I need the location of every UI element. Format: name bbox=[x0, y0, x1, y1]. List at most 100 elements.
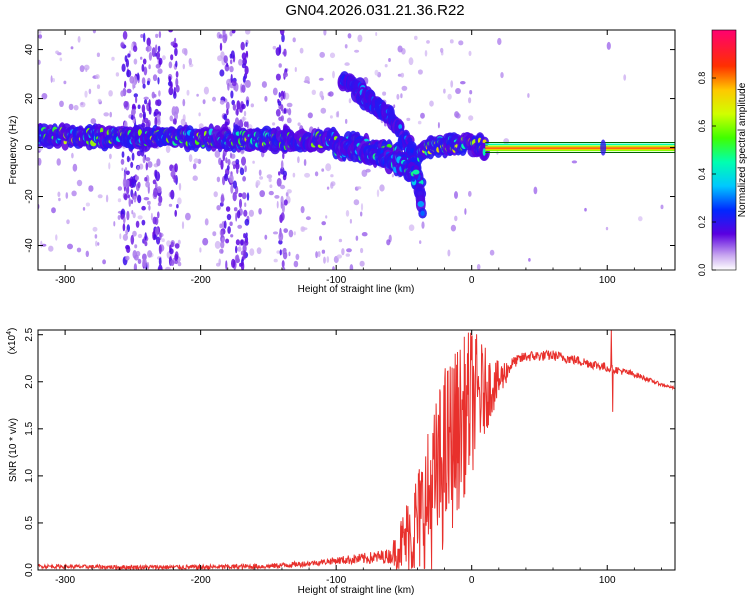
noise-speck bbox=[344, 62, 350, 66]
noise-column-speck bbox=[121, 63, 126, 72]
noise-speck bbox=[249, 248, 255, 256]
noise-column-speck bbox=[122, 223, 126, 232]
noise-column-speck bbox=[155, 33, 159, 39]
noise-speck bbox=[71, 152, 74, 159]
upper-branch-core bbox=[417, 201, 425, 207]
noise-speck bbox=[360, 211, 363, 217]
noise-speck bbox=[300, 206, 305, 214]
noise-speck bbox=[424, 50, 428, 57]
noise-speck bbox=[360, 247, 364, 254]
noise-speck bbox=[297, 156, 300, 164]
noise-speck bbox=[321, 249, 326, 254]
noise-speck bbox=[96, 52, 100, 58]
colorbar-label: Normalized spectral amplitude bbox=[737, 82, 748, 217]
noise-column-speck bbox=[136, 150, 142, 157]
noise-column-speck bbox=[279, 30, 285, 36]
noise-speck bbox=[117, 198, 122, 203]
noise-speck bbox=[386, 239, 391, 246]
noise-speck bbox=[606, 41, 611, 50]
noise-speck bbox=[166, 240, 171, 247]
noise-column-speck bbox=[282, 174, 287, 181]
noise-column-speck bbox=[158, 195, 163, 204]
noise-speck bbox=[421, 221, 425, 229]
noise-speck bbox=[51, 207, 56, 214]
noise-column-speck bbox=[219, 69, 225, 77]
noise-speck bbox=[315, 251, 318, 259]
y-tick-label: 0.5 bbox=[24, 516, 35, 530]
noise-column-speck bbox=[275, 109, 281, 117]
noise-speck bbox=[623, 74, 627, 81]
upper-branch-core bbox=[398, 124, 403, 130]
noise-column-speck bbox=[155, 63, 161, 69]
noise-column-speck bbox=[145, 162, 148, 171]
noise-speck bbox=[55, 50, 59, 55]
noise-speck bbox=[192, 175, 198, 181]
noise-column-speck bbox=[126, 88, 132, 94]
x-tick-label: -200 bbox=[191, 275, 211, 286]
noise-speck bbox=[417, 120, 422, 125]
noise-column-speck bbox=[141, 219, 146, 226]
noise-column-speck bbox=[123, 193, 128, 201]
noise-speck bbox=[497, 37, 502, 46]
noise-column-speck bbox=[125, 170, 130, 176]
noise-column-speck bbox=[132, 230, 137, 237]
noise-speck bbox=[162, 55, 166, 61]
noise-speck bbox=[202, 237, 209, 246]
noise-speck bbox=[455, 88, 461, 94]
noise-speck bbox=[38, 157, 42, 166]
noise-speck bbox=[454, 191, 458, 199]
noise-column-speck bbox=[238, 192, 243, 198]
noise-speck bbox=[437, 122, 440, 129]
noise-column-speck bbox=[155, 226, 159, 236]
noise-column-speck bbox=[145, 157, 151, 162]
noise-column-speck bbox=[155, 99, 159, 106]
noise-column-speck bbox=[132, 45, 138, 52]
noise-column-speck bbox=[141, 63, 145, 72]
noise-speck bbox=[325, 163, 332, 172]
noise-column-speck bbox=[230, 184, 234, 194]
noise-column-speck bbox=[142, 83, 146, 89]
noise-speck bbox=[243, 110, 247, 117]
noise-column-speck bbox=[236, 166, 239, 175]
noise-column-speck bbox=[229, 221, 233, 227]
noise-column-speck bbox=[278, 171, 281, 176]
noise-column-speck bbox=[220, 230, 224, 237]
noise-column-speck bbox=[236, 210, 241, 219]
spectrogram-x-ticks: -300 -200 -100 0 100 bbox=[37, 30, 662, 286]
noise-speck bbox=[186, 89, 190, 96]
noise-column-speck bbox=[226, 213, 232, 221]
noise-speck bbox=[38, 30, 42, 34]
noise-column-speck bbox=[227, 158, 231, 166]
noise-speck bbox=[288, 229, 294, 238]
noise-column-speck bbox=[169, 248, 174, 255]
noise-speck bbox=[97, 194, 103, 199]
noise-column-speck bbox=[176, 204, 179, 209]
noise-speck bbox=[443, 88, 446, 94]
noise-column-speck bbox=[156, 158, 161, 167]
noise-column-speck bbox=[124, 55, 128, 63]
noise-speck bbox=[217, 55, 223, 62]
noise-speck bbox=[328, 91, 334, 97]
noise-column-speck bbox=[244, 65, 249, 75]
noise-speck bbox=[584, 207, 587, 212]
noise-speck bbox=[345, 118, 348, 124]
noise-speck bbox=[92, 30, 96, 34]
noise-speck bbox=[454, 215, 458, 222]
noise-speck bbox=[55, 234, 58, 241]
noise-speck bbox=[188, 154, 193, 163]
noise-speck bbox=[329, 52, 336, 59]
noise-speck bbox=[185, 212, 191, 221]
x-tick-label: -100 bbox=[326, 275, 346, 286]
noise-speck bbox=[286, 117, 292, 124]
noise-column-speck bbox=[223, 113, 228, 121]
noise-column-speck bbox=[223, 55, 228, 64]
noise-column-speck bbox=[127, 194, 130, 199]
noise-column-speck bbox=[152, 74, 158, 82]
noise-column-speck bbox=[282, 152, 285, 159]
noise-column-speck bbox=[234, 117, 240, 126]
noise-speck bbox=[450, 80, 454, 88]
stable-carrier-band bbox=[485, 148, 675, 150]
noise-column-speck bbox=[280, 201, 283, 209]
stable-carrier-band bbox=[485, 146, 675, 148]
noise-speck bbox=[338, 238, 343, 243]
